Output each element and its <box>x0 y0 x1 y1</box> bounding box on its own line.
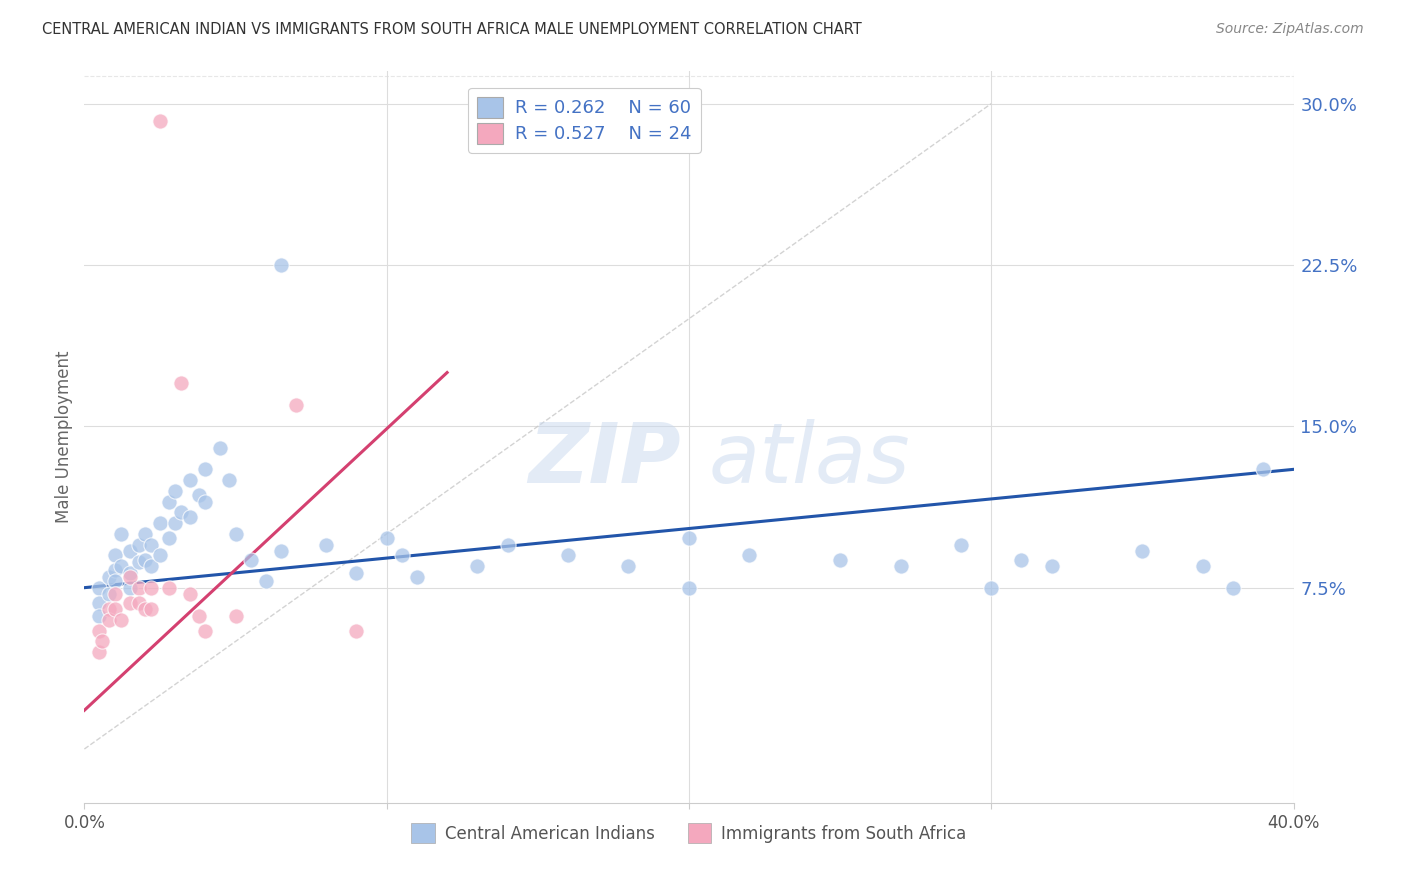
Point <box>179 473 201 487</box>
Point <box>104 564 127 578</box>
Point <box>225 527 247 541</box>
Point <box>89 645 111 659</box>
Point <box>980 581 1002 595</box>
Point <box>165 516 187 530</box>
Point <box>157 494 180 508</box>
Point <box>139 602 162 616</box>
Point <box>118 596 141 610</box>
Point <box>1011 552 1033 566</box>
Point <box>270 544 292 558</box>
Point <box>391 549 413 563</box>
Point <box>104 549 127 563</box>
Point <box>149 549 172 563</box>
Point <box>950 538 973 552</box>
Point <box>165 483 187 498</box>
Point <box>104 574 127 589</box>
Point <box>1040 559 1063 574</box>
Point <box>179 587 201 601</box>
Point <box>110 527 132 541</box>
Text: atlas: atlas <box>709 418 911 500</box>
Point <box>194 494 217 508</box>
Point <box>557 549 579 563</box>
Point <box>89 608 111 623</box>
Point <box>678 581 700 595</box>
Point <box>188 488 211 502</box>
Point <box>218 473 240 487</box>
Point <box>134 602 156 616</box>
Point <box>170 505 193 519</box>
Point <box>128 596 150 610</box>
Point <box>315 538 337 552</box>
Point <box>128 581 150 595</box>
Point <box>91 634 114 648</box>
Legend: Central American Indians, Immigrants from South Africa: Central American Indians, Immigrants fro… <box>405 817 973 849</box>
Point <box>375 531 398 545</box>
Point <box>97 570 120 584</box>
Point <box>209 441 232 455</box>
Point <box>678 531 700 545</box>
Point <box>194 624 217 638</box>
Point <box>128 538 150 552</box>
Point <box>346 624 368 638</box>
Point <box>179 509 201 524</box>
Point <box>97 602 120 616</box>
Point <box>496 538 519 552</box>
Point <box>467 559 489 574</box>
Text: Source: ZipAtlas.com: Source: ZipAtlas.com <box>1216 22 1364 37</box>
Point <box>118 544 141 558</box>
Text: CENTRAL AMERICAN INDIAN VS IMMIGRANTS FROM SOUTH AFRICA MALE UNEMPLOYMENT CORREL: CENTRAL AMERICAN INDIAN VS IMMIGRANTS FR… <box>42 22 862 37</box>
Point <box>1222 581 1244 595</box>
Point <box>110 559 132 574</box>
Point <box>118 566 141 580</box>
Point <box>346 566 368 580</box>
Point <box>157 531 180 545</box>
Point <box>830 552 852 566</box>
Point <box>239 552 262 566</box>
Point <box>89 624 111 638</box>
Point <box>128 555 150 569</box>
Point <box>149 516 172 530</box>
Point <box>157 581 180 595</box>
Point <box>270 258 292 272</box>
Point <box>139 538 162 552</box>
Text: 0.0%: 0.0% <box>63 814 105 831</box>
Point <box>118 570 141 584</box>
Text: ZIP: ZIP <box>529 418 681 500</box>
Point <box>97 613 120 627</box>
Point <box>134 527 156 541</box>
Point <box>97 587 120 601</box>
Point <box>188 608 211 623</box>
Point <box>285 398 308 412</box>
Point <box>104 587 127 601</box>
Point <box>139 559 162 574</box>
Point <box>110 613 132 627</box>
Point <box>1253 462 1275 476</box>
Point <box>118 581 141 595</box>
Text: 40.0%: 40.0% <box>1267 814 1320 831</box>
Y-axis label: Male Unemployment: Male Unemployment <box>55 351 73 524</box>
Point <box>89 596 111 610</box>
Point <box>1130 544 1153 558</box>
Point <box>89 581 111 595</box>
Point <box>890 559 912 574</box>
Point <box>406 570 429 584</box>
Point <box>617 559 640 574</box>
Point <box>104 602 127 616</box>
Point <box>738 549 761 563</box>
Point <box>139 581 162 595</box>
Point <box>194 462 217 476</box>
Point <box>225 608 247 623</box>
Point <box>1192 559 1215 574</box>
Point <box>170 376 193 391</box>
Point <box>254 574 277 589</box>
Point <box>149 113 172 128</box>
Point <box>134 552 156 566</box>
